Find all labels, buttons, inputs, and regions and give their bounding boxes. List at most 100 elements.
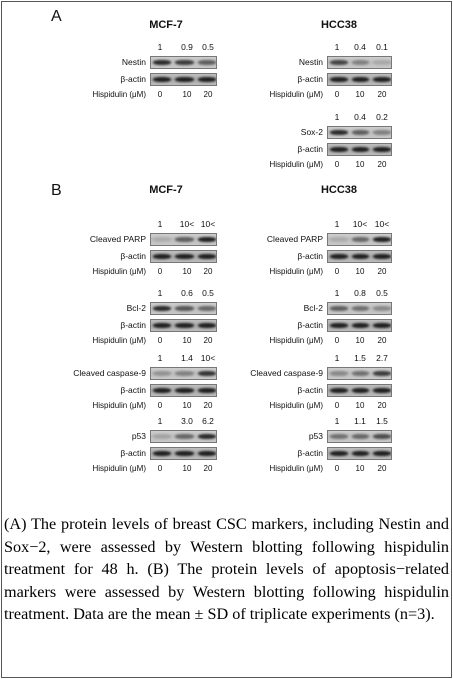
blot-band [197,323,216,328]
blot-label: β-actin [120,251,146,261]
quantification-value: 10< [200,219,216,229]
treatment-axis-label: Hispidulin (μM) [269,464,323,473]
blot-band [330,388,348,393]
cell-line-title: MCF-7 [149,184,183,196]
blot-band [197,77,216,82]
blot-band [330,130,348,135]
blot-label: β-actin [297,74,323,84]
blot-band [197,388,216,393]
blot-label: Bcl-2 [126,303,146,313]
blot-band [351,147,370,152]
loading-control-blot [327,447,392,460]
dose-label: 0 [334,90,340,99]
quantification-value: 1 [334,353,340,363]
target-protein-blot [150,367,217,380]
blot-band [351,130,370,135]
blot-band [153,254,172,259]
dose-label: 0 [157,336,163,345]
treatment-axis-label: Hispidulin (μM) [92,336,146,345]
blot-label: β-actin [297,251,323,261]
blot-band [175,306,194,311]
blot-band [330,77,348,82]
blot-label: β-actin [297,385,323,395]
blot-label: Cleaved PARP [89,234,146,244]
blot-band [330,254,348,259]
treatment-axis-label: Hispidulin (μM) [269,401,323,410]
target-protein-blot [150,56,217,69]
quantification-value: 0.5 [376,288,388,298]
dose-label: 10 [182,267,192,276]
loading-control-blot [150,384,217,397]
quantification-value: 10< [200,353,216,363]
blot-band [153,388,172,393]
dose-label: 20 [203,90,213,99]
blot-label: β-actin [120,74,146,84]
blot-label: Sox-2 [300,127,323,137]
blot-band [351,60,370,65]
loading-control-blot [327,73,392,86]
blot-band [351,388,370,393]
cell-line-title: HCC38 [320,184,358,196]
dose-label: 10 [355,267,365,276]
quantification-value: 3.0 [181,416,193,426]
blot-label: Nestin [298,57,323,67]
dose-label: 20 [377,90,387,99]
blot-label: β-actin [297,320,323,330]
quantification-value: 0.2 [376,112,388,122]
dose-label: 0 [334,267,340,276]
dose-label: 20 [377,401,387,410]
blot-band [197,237,216,242]
blot-band [153,451,172,456]
treatment-axis-label: Hispidulin (μM) [92,464,146,473]
blot-band [175,323,194,328]
loading-control-blot [150,250,217,263]
dose-label: 10 [355,160,365,169]
blot-label: p53 [308,431,323,441]
dose-label: 0 [157,401,163,410]
blot-band [175,60,194,65]
blot-label: β-actin [120,385,146,395]
dose-label: 20 [377,464,387,473]
target-protein-blot [327,56,392,69]
treatment-axis-label: Hispidulin (μM) [92,90,146,99]
figure-caption: (A) The protein levels of breast CSC mar… [4,515,449,624]
blot-band [197,254,216,259]
blot-band [330,60,348,65]
target-protein-blot [150,302,217,315]
blot-band [153,237,172,242]
dose-label: 10 [182,90,192,99]
cell-line-title: HCC38 [320,19,358,31]
quantification-value: 1 [157,219,163,229]
quantification-value: 0.4 [354,112,366,122]
blot-band [351,451,370,456]
blot-band [351,306,370,311]
blot-label: Cleaved PARP [266,234,323,244]
blot-label: Cleaved caspase-9 [250,368,323,378]
dose-label: 0 [157,464,163,473]
dose-label: 0 [334,160,340,169]
blot-label: p53 [131,431,146,441]
dose-label: 0 [157,267,163,276]
quantification-value: 1.4 [181,353,193,363]
quantification-value: 1 [157,42,163,52]
dose-label: 0 [157,90,163,99]
dose-label: 0 [334,336,340,345]
blot-band [197,60,216,65]
blot-band [373,306,391,311]
blot-band [373,130,391,135]
blot-band [153,60,172,65]
blot-label: Bcl-2 [303,303,323,313]
blot-band [330,147,348,152]
blot-band [197,306,216,311]
target-protein-blot [327,233,392,246]
blot-band [153,434,172,439]
blot-band [373,147,391,152]
blot-band [373,371,391,376]
dose-label: 10 [355,90,365,99]
dose-label: 0 [334,464,340,473]
quantification-value: 10< [374,219,390,229]
blot-band [351,254,370,259]
panel-letter-a: A [51,8,62,25]
dose-label: 0 [334,401,340,410]
blot-band [330,451,348,456]
